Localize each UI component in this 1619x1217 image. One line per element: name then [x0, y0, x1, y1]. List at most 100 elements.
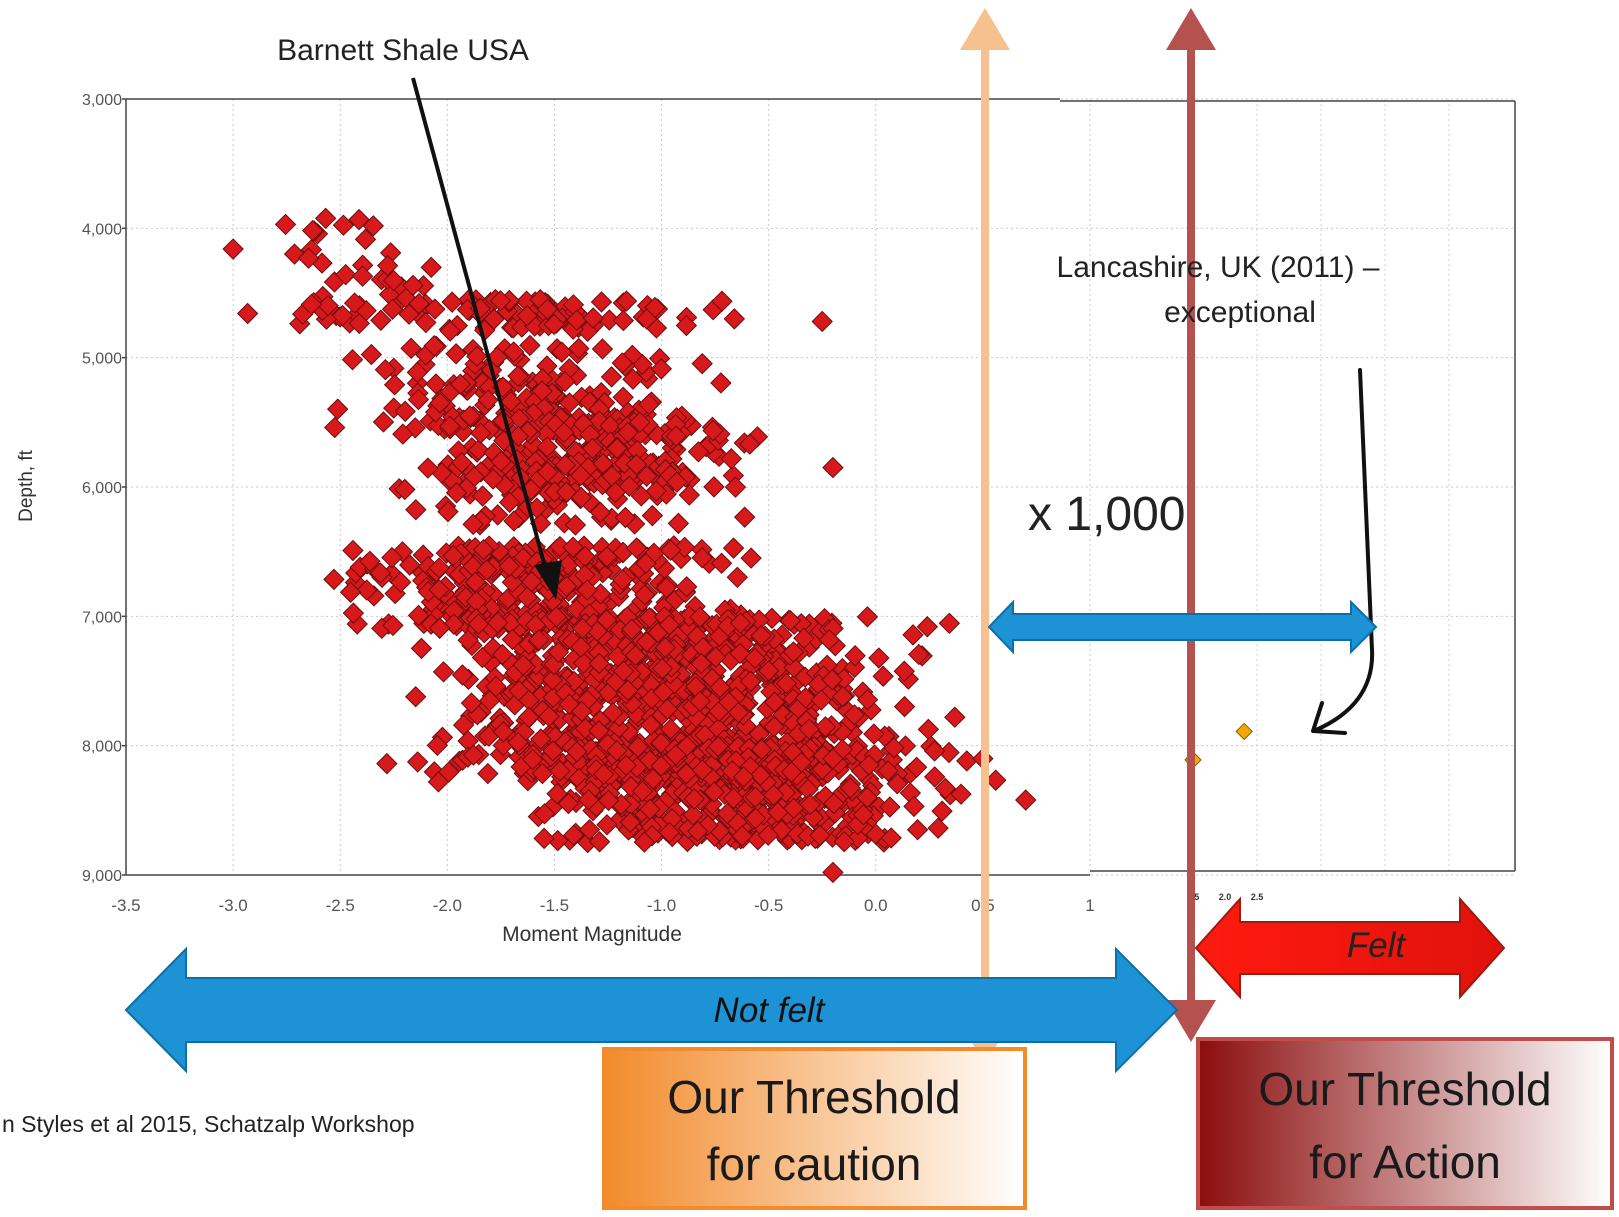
barnett-data-point [486, 612, 509, 634]
barnett-data-point [740, 547, 762, 569]
barnett-data-point [531, 380, 553, 402]
barnett-data-point [498, 555, 520, 577]
barnett-data-point [528, 629, 550, 651]
barnett-data-point [405, 499, 427, 521]
barnett-data-point [428, 617, 451, 639]
barnett-data-point [407, 388, 430, 411]
barnett-data-point [615, 754, 637, 777]
barnett-data-point [868, 647, 890, 669]
barnett-data-point [739, 670, 762, 693]
barnett-data-point [343, 292, 366, 314]
y-axis-label: Depth, ft [16, 449, 37, 522]
barnett-data-point [689, 606, 711, 628]
barnett-data-point [566, 309, 588, 331]
barnett-data-point [916, 616, 939, 638]
barnett-data-point [659, 718, 682, 740]
barnett-data-point [655, 576, 678, 599]
barnett-data-point [629, 411, 651, 434]
barnett-data-point [611, 569, 634, 591]
barnett-data-point [823, 792, 845, 815]
barnett-data-point [428, 579, 450, 601]
barnett-data-point [557, 792, 580, 815]
barnett-data-point [236, 302, 259, 325]
x-tick-label: -0.5 [754, 896, 783, 915]
y-tick-label: 6,000 [82, 480, 122, 497]
barnett-data-point [381, 298, 404, 320]
barnett-data-point [762, 784, 785, 806]
barnett-data-point [551, 341, 573, 363]
barnett-data-point [323, 568, 345, 591]
barnett-data-point [665, 425, 687, 447]
barnett-data-point [642, 768, 664, 790]
x-tick-label: 0.0 [864, 896, 888, 915]
barnett-data-point [450, 451, 473, 474]
barnett-data-point [710, 552, 733, 575]
barnett-data-point [617, 421, 639, 444]
barnett-data-point [451, 664, 474, 686]
barnett-data-point [545, 606, 568, 628]
action-box-line1: Our Threshold [1258, 1063, 1551, 1115]
barnett-data-point [666, 471, 688, 493]
barnett-data-point [428, 557, 450, 579]
barnett-data-point [619, 811, 641, 833]
action-box-line2: for Action [1309, 1136, 1501, 1188]
barnett-data-point [856, 606, 879, 628]
barnett-data-point [394, 400, 416, 423]
barnett-data-point [553, 421, 575, 444]
magnitude-range-arrow [987, 599, 1378, 655]
barnett-data-point [656, 698, 679, 720]
barnett-data-point [691, 547, 713, 569]
barnett-data-point [635, 465, 658, 487]
barnett-data-point [437, 500, 459, 523]
barnett-data-point [407, 604, 430, 627]
barnett-data-point [410, 637, 433, 660]
barnett-data-point [489, 290, 512, 312]
barnett-data-point [274, 213, 297, 236]
barnett-data-point [794, 687, 817, 709]
barnett-data-point [811, 310, 833, 333]
barnett-data-point [731, 825, 753, 847]
barnett-data-point [542, 740, 564, 762]
x-tick-label: 2.5 [1251, 892, 1264, 902]
barnett-data-point [723, 308, 746, 330]
barnett-data-point [356, 579, 378, 601]
barnett-data-point [516, 586, 538, 609]
barnett-data-point [554, 370, 576, 393]
y-tick-label: 4,000 [82, 221, 122, 238]
action-threshold-box: Our Threshold for Action [1196, 1037, 1614, 1210]
barnett-data-point [627, 736, 649, 758]
barnett-data-point [893, 660, 915, 682]
barnett-data-point [348, 208, 370, 231]
barnett-data-point [690, 652, 712, 675]
barnett-data-point [650, 358, 673, 380]
barnett-data-point [383, 374, 406, 396]
barnett-data-point [369, 562, 392, 584]
barnett-data-point [339, 581, 362, 603]
barnett-data-point [467, 439, 490, 461]
barnett-data-point [351, 265, 374, 287]
barnett-data-point [577, 789, 600, 811]
y-tick-label: 9,000 [82, 868, 122, 885]
barnett-data-point [536, 461, 559, 483]
barnett-data-point [683, 788, 705, 810]
lancashire-pointer-arrow [1311, 368, 1375, 735]
barnett-data-point [600, 366, 623, 388]
barnett-data-point [856, 689, 879, 711]
barnett-data-point [549, 760, 571, 782]
barnett-data-point [744, 807, 767, 830]
caution-box-line1: Our Threshold [667, 1071, 960, 1123]
barnett-data-point [956, 750, 978, 772]
barnett-data-point [659, 539, 682, 561]
barnett-data-point [822, 861, 844, 884]
barnett-data-point [415, 311, 437, 334]
barnett-data-point [780, 761, 803, 783]
barnett-data-point [750, 624, 772, 647]
barnett-data-point [541, 669, 564, 691]
barnett-data-point [576, 579, 598, 601]
barnett-data-point [595, 609, 618, 631]
barnett-data-point [300, 293, 323, 316]
barnett-data-point [923, 766, 946, 788]
barnett-data-point [360, 343, 383, 366]
barnett-data-point [376, 752, 398, 775]
